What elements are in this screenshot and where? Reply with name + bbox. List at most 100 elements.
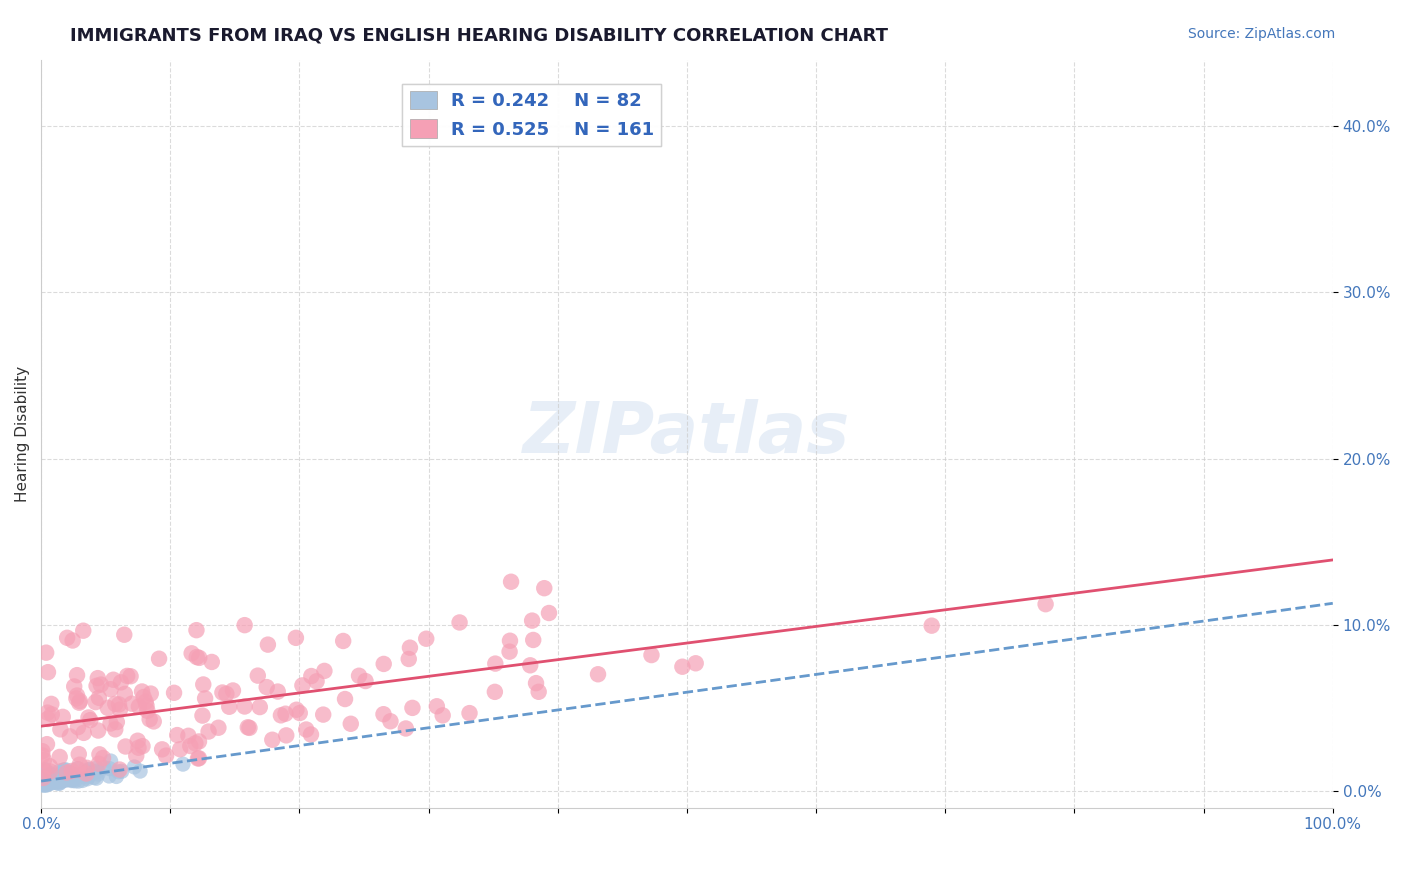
Immigrants from Iraq [45,772,67,786]
Immigrants from Iraq [129,764,152,778]
Immigrants from Iraq [32,777,55,791]
English [121,697,143,711]
Immigrants from Iraq [87,767,110,781]
English [32,764,55,778]
English [498,645,520,659]
Immigrants from Iraq [62,768,84,782]
English [132,690,155,704]
Immigrants from Iraq [60,773,83,788]
English [163,686,186,700]
English [39,764,62,779]
English [100,682,122,697]
Immigrants from Iraq [31,772,53,786]
English [671,659,693,673]
Immigrants from Iraq [44,773,66,788]
English [169,742,191,756]
English [354,673,377,688]
English [274,706,297,721]
English [520,614,543,628]
English [32,771,55,785]
Immigrants from Iraq [44,768,66,782]
English [233,618,256,632]
Immigrants from Iraq [105,770,128,784]
English [97,701,120,715]
English [921,618,943,632]
English [332,634,354,648]
Immigrants from Iraq [48,774,70,789]
English [87,723,110,738]
English [66,689,89,703]
Immigrants from Iraq [35,776,58,790]
English [31,748,53,763]
Immigrants from Iraq [86,761,108,775]
English [415,632,437,646]
Immigrants from Iraq [35,778,58,792]
Immigrants from Iraq [48,776,70,790]
English [142,714,165,729]
English [48,750,70,764]
English [104,723,127,737]
English [128,699,150,714]
English [537,606,560,620]
Immigrants from Iraq [31,777,53,791]
Immigrants from Iraq [172,757,194,772]
English [128,740,150,755]
English [125,748,148,763]
English [249,700,271,714]
English [138,712,160,726]
English [187,751,209,765]
Immigrants from Iraq [49,776,72,790]
English [312,707,335,722]
English [179,739,201,753]
English [270,708,292,723]
English [52,710,75,724]
English [193,677,215,691]
English [533,581,555,595]
English [233,699,256,714]
English [114,687,136,701]
English [299,727,322,741]
English [188,751,211,765]
English [148,651,170,665]
English [685,657,707,671]
Immigrants from Iraq [31,777,53,791]
English [135,698,157,713]
English [67,747,90,761]
English [105,714,128,729]
English [79,713,101,727]
Immigrants from Iraq [42,775,65,789]
Immigrants from Iraq [32,778,55,792]
English [41,707,63,722]
English [115,669,138,683]
Immigrants from Iraq [52,763,75,777]
English [215,687,238,701]
Immigrants from Iraq [100,754,122,768]
English [527,685,550,699]
Immigrants from Iraq [42,774,65,789]
English [37,712,59,726]
Immigrants from Iraq [55,772,77,787]
Immigrants from Iraq [84,764,107,779]
English [73,726,96,740]
English [66,720,89,734]
Immigrants from Iraq [83,771,105,785]
Immigrants from Iraq [72,773,94,788]
English [395,722,418,736]
English [100,716,122,731]
English [60,764,83,778]
Immigrants from Iraq [75,768,97,782]
Immigrants from Iraq [124,760,146,774]
English [194,691,217,706]
English [180,646,202,660]
English [90,677,112,691]
Text: ZIPatlas: ZIPatlas [523,399,851,468]
English [299,669,322,683]
English [31,744,53,758]
English [120,669,142,683]
Text: Source: ZipAtlas.com: Source: ZipAtlas.com [1188,27,1336,41]
English [449,615,471,630]
Immigrants from Iraq [76,764,98,779]
English [399,640,422,655]
Immigrants from Iraq [93,760,115,774]
English [67,696,90,710]
